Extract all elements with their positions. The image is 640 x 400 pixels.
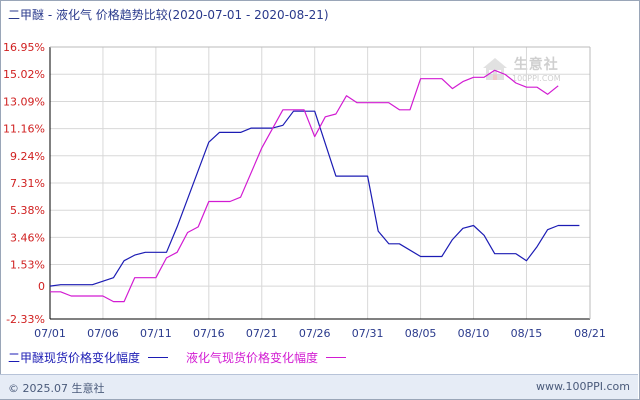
y-tick-labels: 16.95% 15.02% 13.09% 11.16% 9.24% 7.31% 5.38% 3… — [3, 41, 45, 326]
y-tick-label: 11.16% — [3, 123, 45, 136]
footer: © 2025.07 生意社 www.100PPI.com — [0, 374, 638, 399]
legend: 二甲醚现货价格变化幅度 液化气现货价格变化幅度 — [8, 349, 364, 366]
x-tick-label: 07/16 — [193, 327, 225, 340]
y-tick-label: 16.95% — [3, 41, 45, 54]
legend-item-series2: 液化气现货价格变化幅度 — [186, 349, 347, 366]
x-tick-label: 07/26 — [299, 327, 331, 340]
y-tick-label: -2.33% — [6, 313, 45, 326]
chart-title: 二甲醚 - 液化气 价格趋势比较(2020-07-01 - 2020-08-21… — [8, 8, 329, 22]
x-tick-label: 08/15 — [511, 327, 543, 340]
x-tick-label: 07/21 — [246, 327, 278, 340]
y-tick-label: 9.24% — [10, 150, 45, 163]
y-tick-label: 7.31% — [10, 177, 45, 190]
axes — [49, 46, 591, 320]
y-tick-label: 0 — [38, 280, 45, 293]
legend-label-series2: 液化气现货价格变化幅度 — [186, 351, 319, 365]
legend-item-series1: 二甲醚现货价格变化幅度 — [8, 349, 169, 366]
grid-lines — [49, 46, 591, 320]
x-tick-label: 08/05 — [405, 327, 437, 340]
series-line-2 — [50, 69, 559, 303]
footer-url[interactable]: www.100PPI.com — [536, 380, 630, 393]
x-tick-label: 08/21 — [574, 327, 606, 340]
y-tick-label: 15.02% — [3, 68, 45, 81]
x-tick-label: 07/01 — [34, 327, 66, 340]
watermark-en: 100PPI.COM — [512, 74, 561, 83]
y-tick-label: 1.53% — [10, 259, 45, 272]
x-tick-label: 08/10 — [458, 327, 490, 340]
series-line-1 — [49, 110, 580, 287]
legend-swatch-series2 — [326, 357, 347, 358]
x-tick-labels: 07/01 07/06 07/11 07/16 07/21 07/26 07/31 08/05… — [34, 327, 606, 340]
x-tick-label: 07/11 — [140, 327, 172, 340]
legend-label-series1: 二甲醚现货价格变化幅度 — [8, 351, 141, 365]
footer-copyright: © 2025.07 生意社 — [8, 382, 105, 395]
y-tick-label: 5.38% — [10, 204, 45, 217]
x-tick-label: 07/06 — [87, 327, 119, 340]
x-tick-label: 07/31 — [352, 327, 384, 340]
y-tick-label: 3.46% — [10, 231, 45, 244]
series-lines — [49, 69, 580, 303]
y-tick-label: 13.09% — [3, 95, 45, 108]
watermark-cn: 生意社 — [513, 57, 559, 73]
legend-swatch-series1 — [148, 357, 169, 358]
